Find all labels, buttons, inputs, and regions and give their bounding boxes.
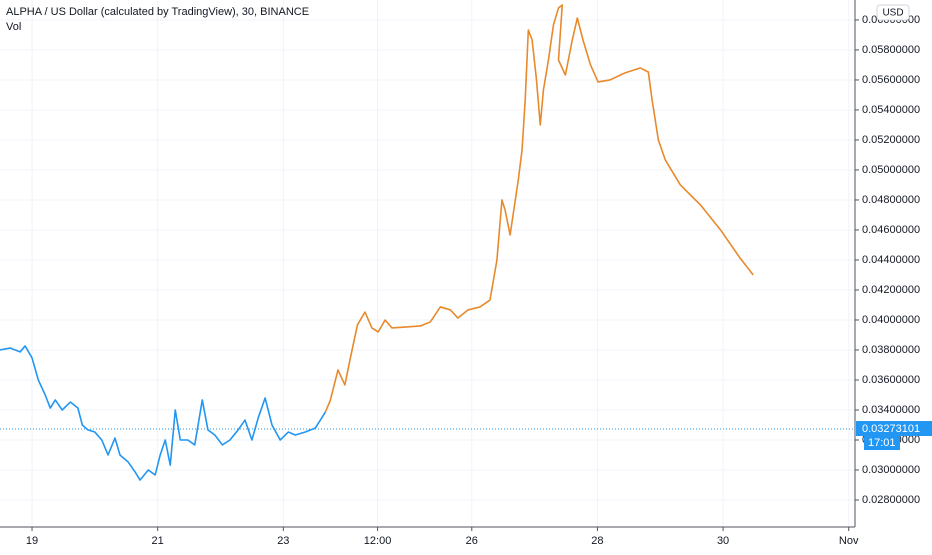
currency-button-label[interactable]: USD: [882, 8, 903, 19]
y-tick-label: 0.05600000: [862, 74, 920, 86]
currency-button[interactable]: [876, 4, 910, 21]
last-price-box: [856, 421, 932, 437]
axes: 0.028000000.030000000.032000000.03400000…: [26, 14, 932, 547]
y-tick-label: 0.05000000: [862, 164, 920, 176]
x-tick-label: 30: [717, 535, 729, 547]
x-tick-label: 28: [591, 535, 603, 547]
price-line: [324, 4, 754, 413]
countdown-box: [864, 436, 900, 451]
y-tick-label: 0.04800000: [862, 194, 920, 206]
y-tick-label: 0.03000000: [862, 464, 920, 476]
y-tick-label: 0.04000000: [862, 314, 920, 326]
y-tick-label: 0.03800000: [862, 344, 920, 356]
y-tick-label: 0.05800000: [862, 44, 920, 56]
y-tick-label: 0.04400000: [862, 254, 920, 266]
y-tick-label: 0.04200000: [862, 284, 920, 296]
y-tick-label: 0.03400000: [862, 404, 920, 416]
countdown-label: 17:01: [868, 437, 896, 449]
last-price-label: 0.03273101: [862, 423, 920, 435]
x-tick-label: 19: [26, 535, 38, 547]
y-tick-label: 0.05400000: [862, 104, 920, 116]
x-tick-label: 26: [466, 535, 478, 547]
x-tick-label: Nov: [839, 535, 859, 547]
y-tick-label: 0.04600000: [862, 224, 920, 236]
chart-title: ALPHA / US Dollar (calculated by Trading…: [6, 6, 309, 18]
plot: [0, 4, 855, 481]
y-tick-label: 0.02800000: [862, 494, 920, 506]
y-tick-label: 0.03600000: [862, 374, 920, 386]
price-line: [0, 345, 327, 481]
x-tick-label: 12:00: [364, 535, 392, 547]
grid: [0, 0, 855, 527]
x-tick-label: 23: [277, 535, 289, 547]
y-tick-label: 0.05200000: [862, 134, 920, 146]
x-tick-label: 21: [152, 535, 164, 547]
volume-label: Vol: [6, 21, 21, 33]
